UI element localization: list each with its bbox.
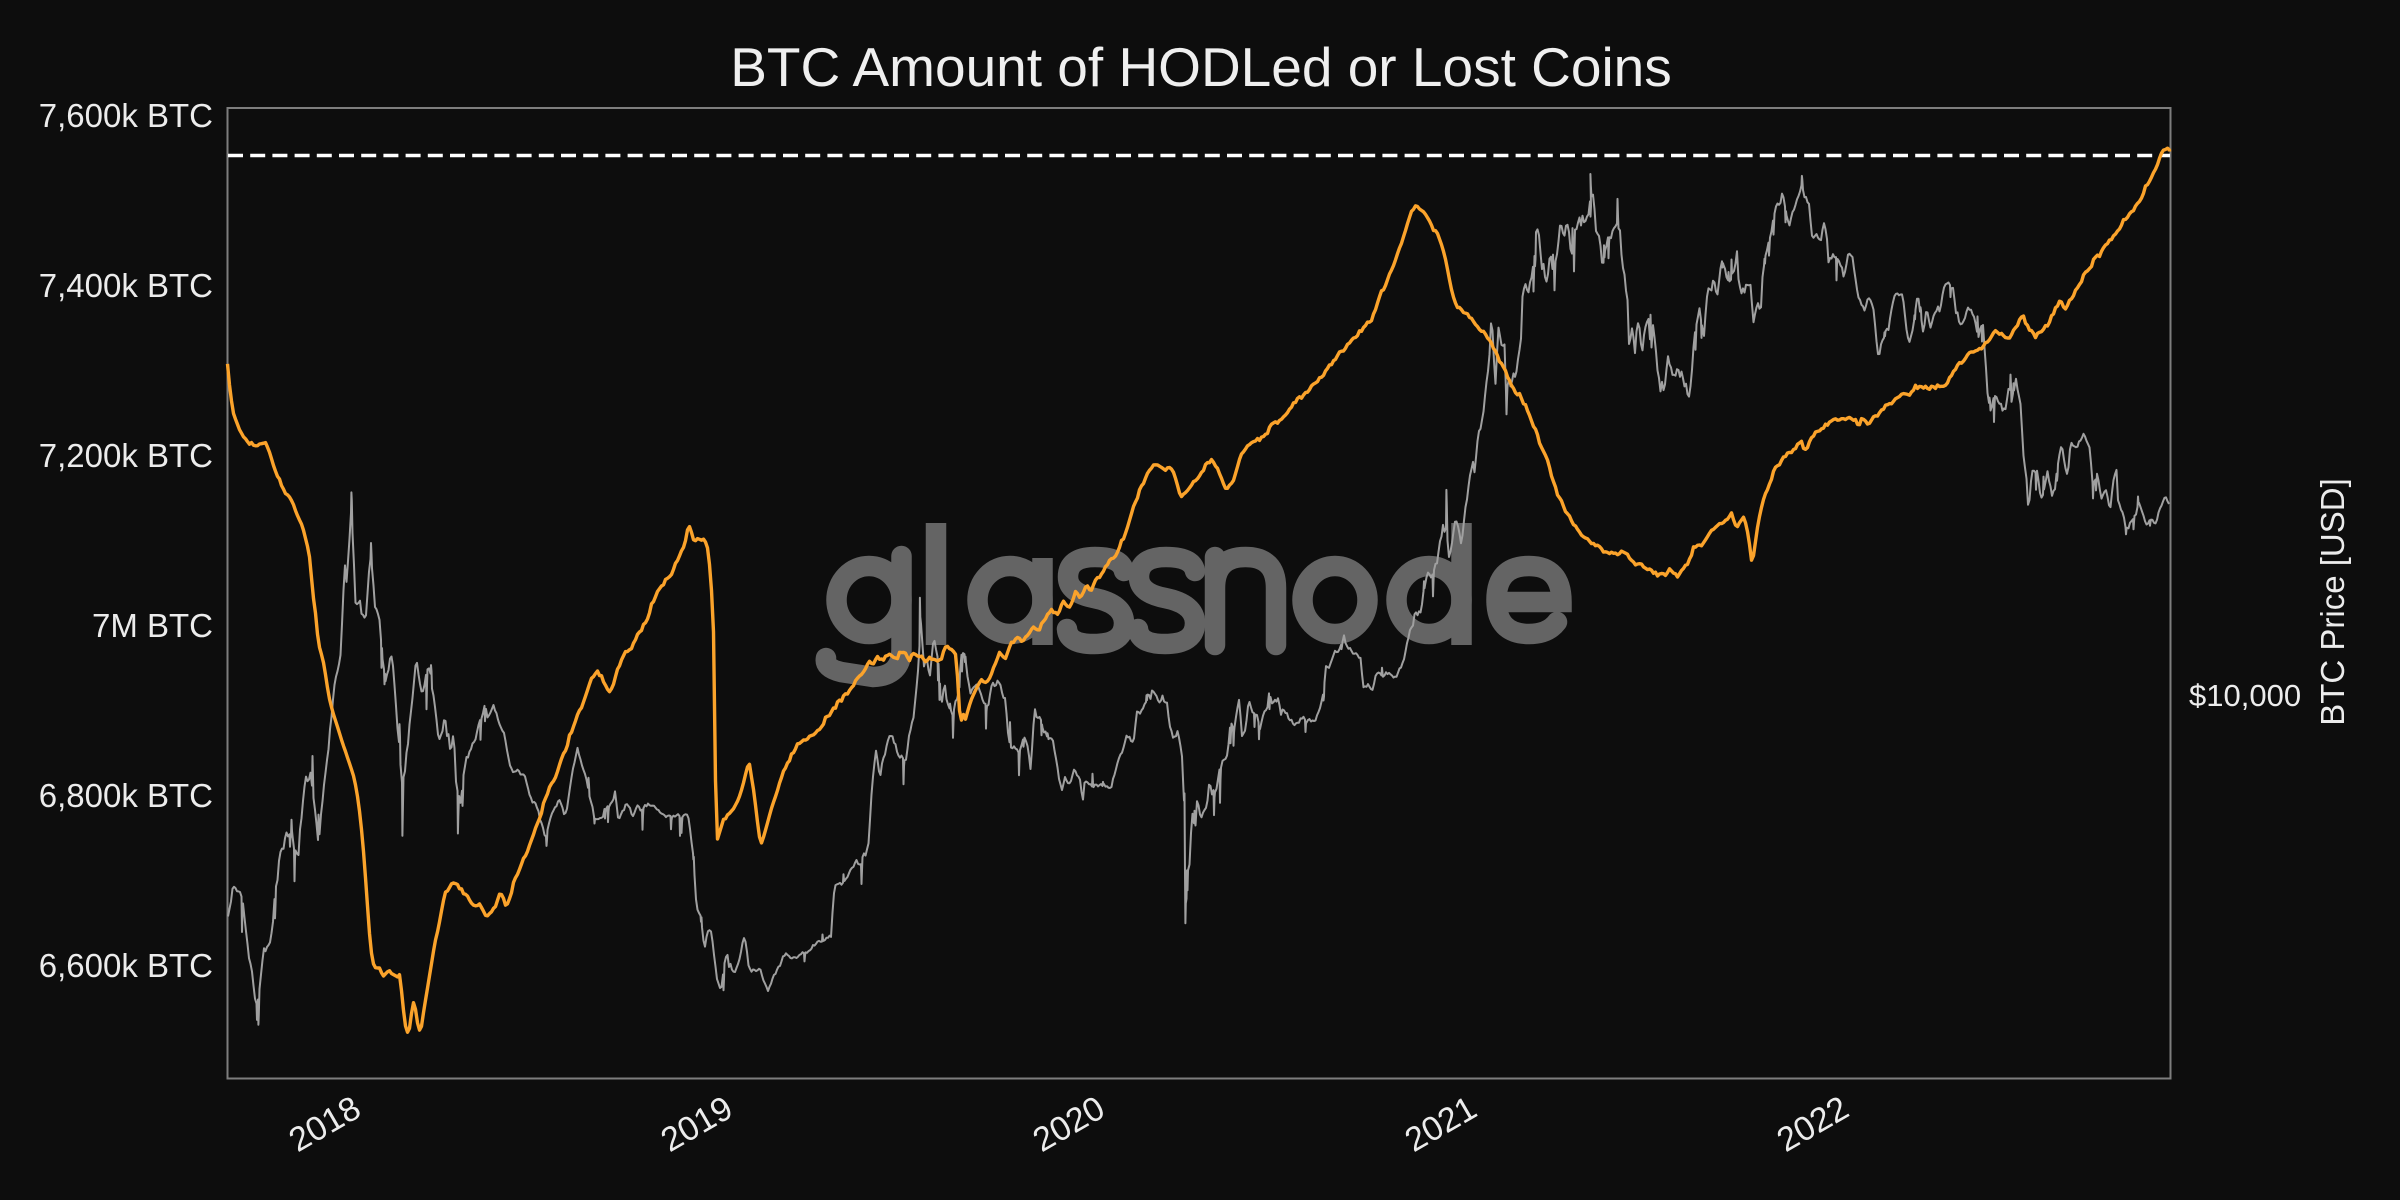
svg-text:BTC Amount of HODLed or Lost C: BTC Amount of HODLed or Lost Coins	[730, 36, 1672, 98]
svg-text:7,400k BTC: 7,400k BTC	[39, 267, 213, 304]
svg-text:7,200k BTC: 7,200k BTC	[39, 437, 213, 474]
svg-text:7M BTC: 7M BTC	[92, 607, 213, 644]
svg-text:7,600k BTC: 7,600k BTC	[39, 97, 213, 134]
svg-text:6,800k BTC: 6,800k BTC	[39, 777, 213, 814]
svg-text:$10,000: $10,000	[2189, 678, 2301, 713]
svg-text:BTC Price [USD]: BTC Price [USD]	[2314, 478, 2351, 726]
svg-text:6,600k BTC: 6,600k BTC	[39, 947, 213, 984]
